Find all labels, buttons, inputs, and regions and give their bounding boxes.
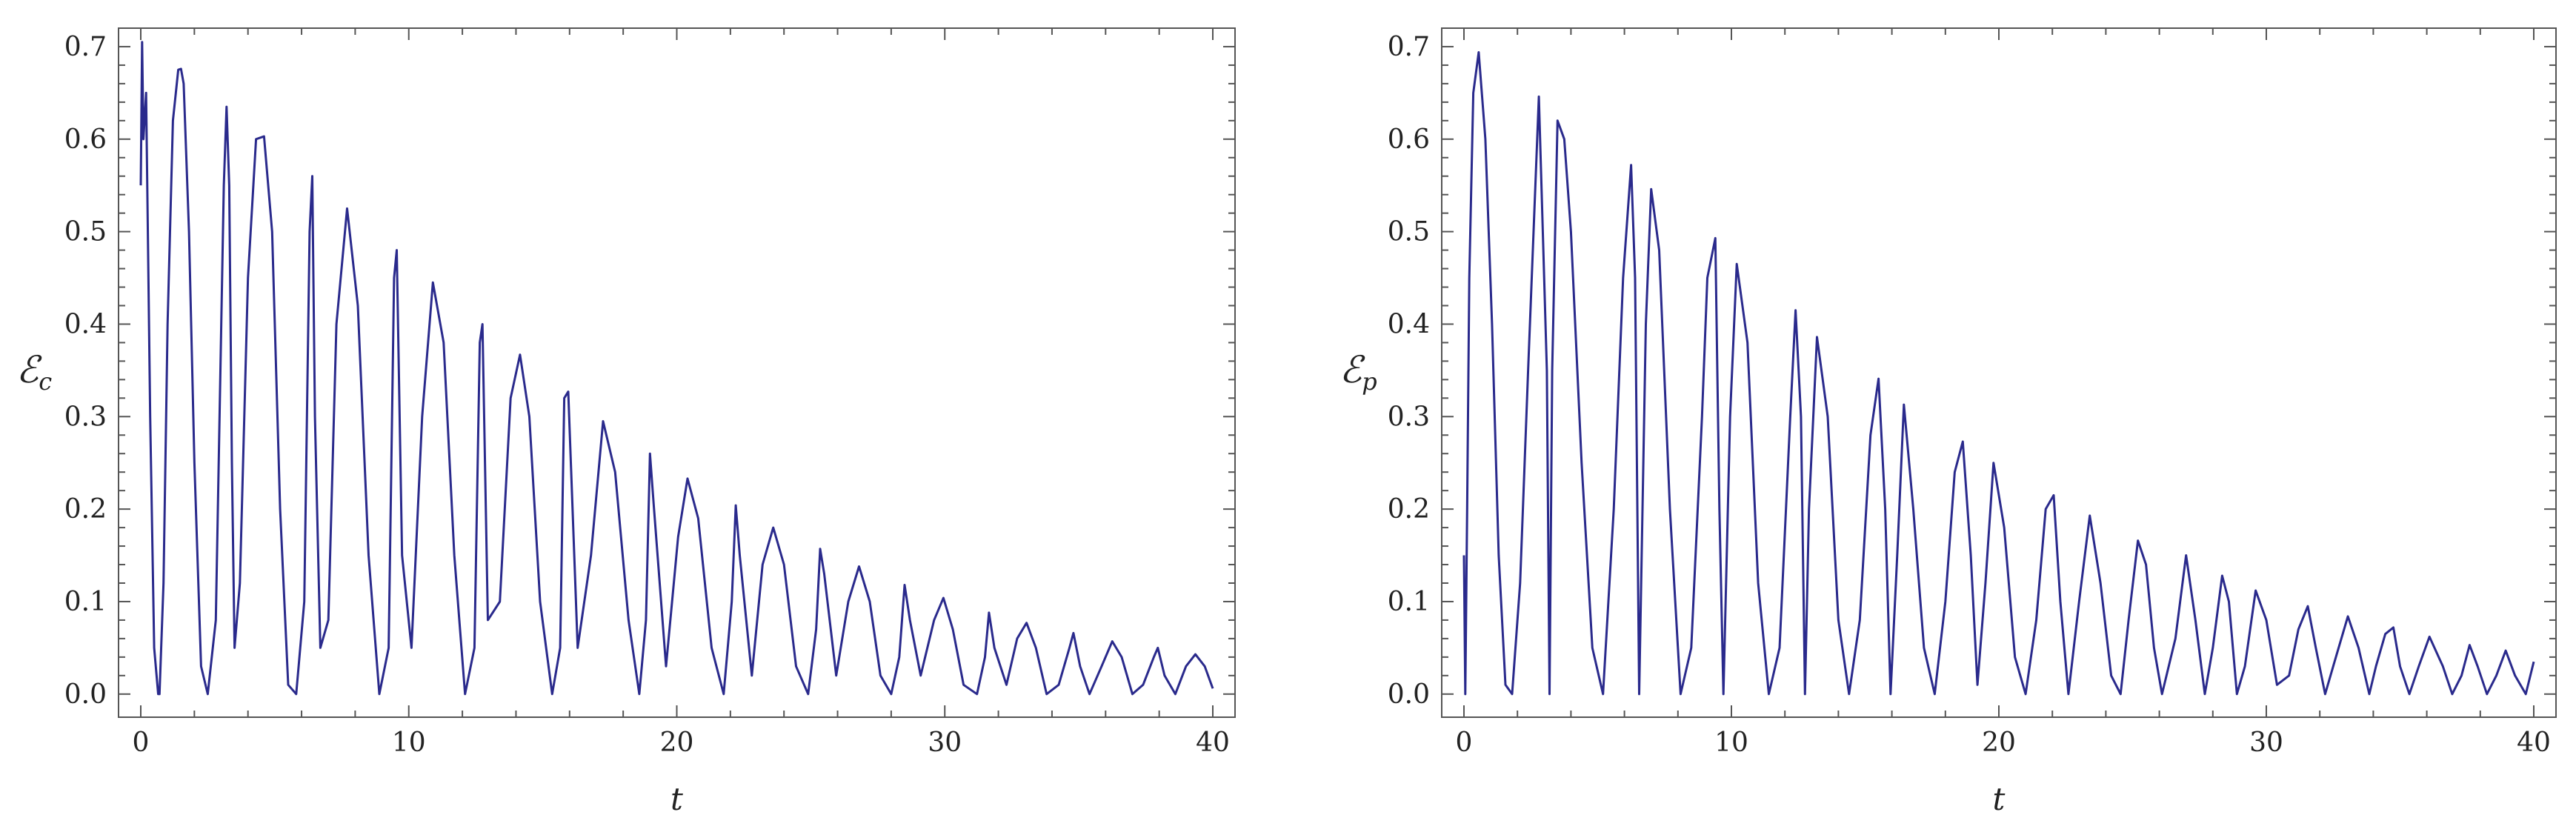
x-tick-label: 0 — [1456, 728, 1473, 758]
y-tick-label: 0.7 — [64, 32, 107, 62]
y-tick-label: 0.2 — [1388, 494, 1430, 525]
y-tick-label: 0.1 — [64, 587, 107, 617]
x-tick-label: 10 — [1714, 728, 1748, 758]
y-axis-label: ℰc — [16, 348, 52, 396]
x-tick-label: 10 — [392, 728, 426, 758]
x-tick-label: 20 — [1982, 728, 2016, 758]
x-tick-label: 30 — [2249, 728, 2283, 758]
y-tick-label: 0.3 — [64, 402, 107, 432]
y-tick-label: 0.4 — [1388, 309, 1430, 339]
y-tick-label: 0.2 — [64, 494, 107, 525]
y-tick-label: 0.0 — [1388, 679, 1430, 710]
x-axis-label: t — [670, 781, 683, 817]
y-tick-label: 0.1 — [1388, 587, 1430, 617]
x-tick-label: 40 — [2517, 728, 2551, 758]
x-axis-label: t — [1993, 781, 2006, 817]
plot-frame — [1441, 27, 2557, 718]
chart-panel-right: 0 10 20 30 40 0.0 0.1 0.2 0.3 0.4 0.5 0.6 0.7 t ℰp — [1339, 27, 2557, 817]
y-tick-label: 0.5 — [64, 217, 107, 247]
x-tick-label: 0 — [133, 728, 150, 758]
y-tick-label: 0.6 — [1388, 124, 1430, 155]
y-axis-label-subscript: p — [1362, 367, 1377, 396]
y-tick-label: 0.6 — [64, 124, 107, 155]
y-tick-label: 0.7 — [1388, 32, 1430, 62]
y-tick-label: 0.5 — [1388, 217, 1430, 247]
series-line — [139, 41, 1214, 696]
y-axis-label: ℰp — [1339, 348, 1377, 396]
x-tick-label: 30 — [928, 728, 962, 758]
y-axis-label-subscript: c — [39, 367, 52, 396]
chart-panel-left: 0 10 20 30 40 0.0 0.1 0.2 0.3 0.4 0.5 0.6 0.7 t ℰc — [16, 27, 1236, 817]
y-tick-label: 0.0 — [64, 679, 107, 710]
y-tick-label: 0.3 — [1388, 402, 1430, 432]
y-tick-label: 0.4 — [64, 309, 107, 339]
x-tick-label: 20 — [660, 728, 694, 758]
series-line — [1462, 51, 2535, 696]
x-tick-label: 40 — [1196, 728, 1230, 758]
